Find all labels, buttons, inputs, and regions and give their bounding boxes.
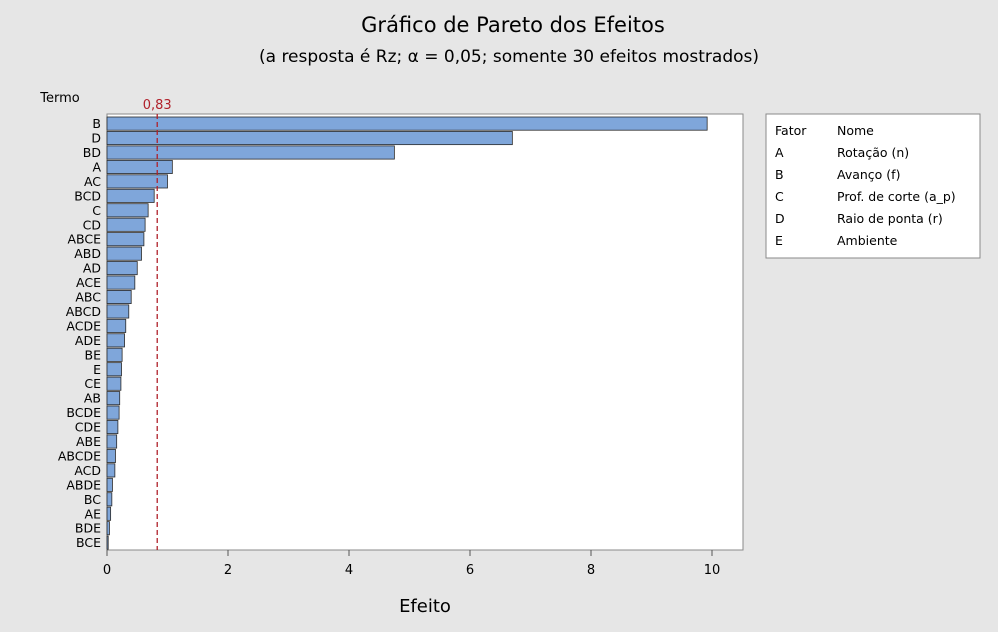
- legend-factor-a: A: [775, 145, 784, 160]
- category-label-ce: CE: [84, 376, 101, 391]
- bar-bce: [106, 535, 109, 550]
- bar-ab: [106, 391, 121, 406]
- plot-area: [106, 113, 744, 551]
- bar-e: [106, 362, 122, 377]
- category-label-ab: AB: [84, 391, 101, 406]
- bar-bcd: [106, 188, 155, 203]
- bar-acde: [106, 318, 127, 333]
- legend-factor-c: C: [775, 189, 784, 204]
- bar-abe: [106, 434, 118, 449]
- bar-acd: [106, 463, 116, 478]
- bar-ac: [106, 174, 168, 189]
- category-label-acd: ACD: [74, 463, 101, 478]
- legend-factor-e: E: [775, 233, 783, 248]
- bar-cde: [106, 420, 119, 435]
- bar-bcde: [106, 405, 120, 420]
- category-label-bde: BDE: [75, 521, 101, 536]
- category-label-ace: ACE: [76, 275, 101, 290]
- x-tick-label-0: 0: [103, 563, 111, 578]
- category-label-abde: ABDE: [66, 477, 101, 492]
- category-label-ac: AC: [84, 174, 101, 189]
- legend-header-name: Nome: [837, 123, 874, 138]
- category-label-a: A: [92, 159, 101, 174]
- bar-abd: [106, 246, 142, 261]
- category-label-abc: ABC: [75, 290, 101, 305]
- legend-name-c: Prof. de corte (a_p): [837, 189, 956, 204]
- x-tick-label-8: 8: [587, 563, 595, 578]
- bar-c: [106, 203, 149, 218]
- bar-abcd: [106, 304, 130, 319]
- bar-b: [106, 116, 708, 131]
- bar-abcde: [106, 448, 116, 463]
- bar-ace: [106, 275, 136, 290]
- chart-title: Gráfico de Pareto dos Efeitos: [361, 13, 665, 37]
- category-label-acde: ACDE: [66, 318, 101, 333]
- category-label-be: BE: [85, 347, 102, 362]
- legend-name-b: Avanço (f): [837, 167, 900, 182]
- category-label-bc: BC: [84, 492, 101, 507]
- bar-be: [106, 347, 123, 362]
- bar-bd: [106, 145, 395, 160]
- bar-abde: [106, 477, 113, 492]
- chart-subtitle: (a resposta é Rz; α = 0,05; somente 30 e…: [259, 47, 759, 67]
- x-axis: 0 2 4 6 8 10: [103, 550, 720, 578]
- bar-ce: [106, 376, 122, 391]
- legend: Fator Nome A Rotação (n) B Avanço (f) C …: [775, 123, 956, 248]
- bar-a: [106, 159, 173, 174]
- bar-ae: [106, 506, 112, 521]
- legend-factor-b: B: [775, 167, 784, 182]
- x-tick-label-6: 6: [466, 563, 474, 578]
- x-tick-label-10: 10: [704, 563, 721, 578]
- legend-name-a: Rotação (n): [837, 145, 909, 160]
- category-label-ade: ADE: [75, 333, 101, 348]
- x-axis-title: Efeito: [399, 596, 451, 617]
- bar-cd: [106, 217, 146, 232]
- bar-d: [106, 131, 513, 146]
- y-axis-title: Termo: [39, 91, 80, 106]
- category-label-ad: AD: [83, 261, 101, 276]
- legend-name-d: Raio de ponta (r): [837, 211, 943, 226]
- category-label-ae: AE: [85, 506, 102, 521]
- category-label-abcde: ABCDE: [58, 448, 101, 463]
- bar-abc: [106, 289, 132, 304]
- category-label-bd: BD: [83, 145, 101, 160]
- category-label-c: C: [92, 203, 101, 218]
- bar-bde: [106, 521, 110, 536]
- category-label-abce: ABCE: [67, 232, 101, 247]
- category-label-e: E: [93, 362, 101, 377]
- category-label-cde: CDE: [75, 420, 101, 435]
- category-label-cd: CD: [83, 217, 101, 232]
- x-tick-label-2: 2: [224, 563, 232, 578]
- category-label-abcd: ABCD: [66, 304, 101, 319]
- legend-box: [765, 113, 981, 259]
- legend-header-factor: Fator: [775, 123, 807, 138]
- x-tick-label-4: 4: [345, 563, 353, 578]
- bar-ade: [106, 333, 125, 348]
- category-label-bcde: BCDE: [66, 405, 101, 420]
- bar-ad: [106, 261, 138, 276]
- category-label-bcd: BCD: [74, 188, 101, 203]
- legend-factor-d: D: [775, 211, 785, 226]
- category-label-abe: ABE: [76, 434, 101, 449]
- category-label-abd: ABD: [74, 246, 101, 261]
- category-labels: BDBDAACBCDCCDABCEABDADACEABCABCDACDEADEB…: [58, 116, 102, 550]
- bar-bc: [106, 492, 113, 507]
- bars-group: [106, 116, 708, 550]
- category-label-b: B: [92, 116, 101, 131]
- bar-abce: [106, 232, 145, 247]
- category-label-d: D: [91, 131, 101, 146]
- category-label-bce: BCE: [76, 535, 101, 550]
- reference-line-label: 0,83: [143, 98, 172, 113]
- legend-name-e: Ambiente: [837, 233, 898, 248]
